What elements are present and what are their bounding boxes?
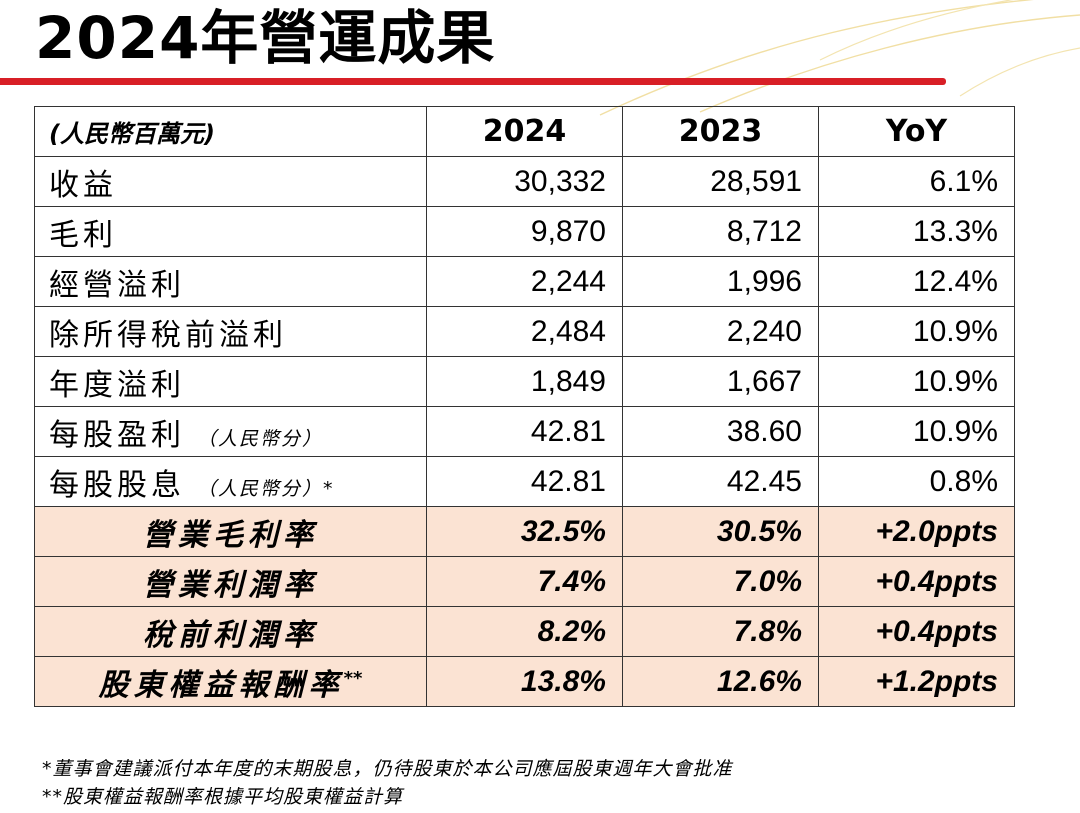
value-2023: 28,591	[622, 156, 819, 207]
ratio-label-text: 股東權益報酬率	[98, 667, 344, 703]
value-yoy: 10.9%	[818, 356, 1015, 407]
ratio-2024: 8.2%	[426, 606, 623, 657]
slide-title: 2024年營運成果	[35, 4, 496, 72]
footnote-marker: **	[343, 667, 363, 689]
yoy-header: YoY	[818, 106, 1015, 157]
unit-header: (人民幣百萬元)	[34, 106, 427, 157]
table-row: 經營溢利 2,244 1,996 12.4%	[34, 256, 1015, 307]
ratio-row: 營業毛利率 32.5% 30.5% +2.0ppts	[34, 506, 1015, 557]
row-label: 除所得稅前溢利	[34, 306, 427, 357]
year-2024-header: 2024	[426, 106, 623, 157]
ratio-label: 營業利潤率	[34, 556, 427, 607]
table-row: 年度溢利 1,849 1,667 10.9%	[34, 356, 1015, 407]
ratio-label: 股東權益報酬率**	[34, 656, 427, 707]
row-label: 收益	[34, 156, 427, 207]
value-yoy: 6.1%	[818, 156, 1015, 207]
value-yoy: 12.4%	[818, 256, 1015, 307]
ratio-label-text: 營業利潤率	[143, 567, 318, 603]
row-label-text: 每股盈利	[49, 417, 185, 453]
ratio-2023: 7.8%	[622, 606, 819, 657]
row-label-text: 每股股息	[49, 467, 185, 503]
row-label-text: 年度溢利	[49, 367, 185, 403]
value-2024: 2,484	[426, 306, 623, 357]
ratio-label-text: 稅前利潤率	[143, 617, 318, 653]
row-label-text: 除所得稅前溢利	[49, 317, 287, 353]
ratio-row: 股東權益報酬率** 13.8% 12.6% +1.2ppts	[34, 656, 1015, 707]
table-body: 收益 30,332 28,591 6.1% 毛利 9,870 8,712 13.3% 經營溢利 2…	[34, 156, 1015, 707]
value-2024: 2,244	[426, 256, 623, 307]
row-label: 毛利	[34, 206, 427, 257]
footnote-roe: **股東權益報酬率根據平均股東權益計算	[42, 786, 404, 808]
ratio-2024: 32.5%	[426, 506, 623, 557]
table-header-row: (人民幣百萬元) 2024 2023 YoY	[34, 106, 1015, 157]
row-label: 每股股息 （人民幣分）*	[34, 456, 427, 507]
ratio-yoy: +0.4ppts	[818, 606, 1015, 657]
table-row: 收益 30,332 28,591 6.1%	[34, 156, 1015, 207]
value-2023: 2,240	[622, 306, 819, 357]
value-2024: 1,849	[426, 356, 623, 407]
ratio-2023: 12.6%	[622, 656, 819, 707]
ratio-2024: 13.8%	[426, 656, 623, 707]
ratio-yoy: +1.2ppts	[818, 656, 1015, 707]
row-label-text: 毛利	[49, 217, 117, 253]
row-label-unit: （人民幣分）	[197, 427, 324, 450]
value-2024: 9,870	[426, 206, 623, 257]
ratio-yoy: +2.0ppts	[818, 506, 1015, 557]
value-yoy: 10.9%	[818, 406, 1015, 457]
ratio-label: 稅前利潤率	[34, 606, 427, 657]
footnotes: *董事會建議派付本年度的末期股息，仍待股東於本公司應屆股東週年大會批准 **股東…	[42, 755, 733, 811]
value-2023: 38.60	[622, 406, 819, 457]
ratio-row: 營業利潤率 7.4% 7.0% +0.4ppts	[34, 556, 1015, 607]
row-label-unit: （人民幣分）*	[197, 477, 335, 500]
title-underline-bar	[0, 78, 946, 85]
value-yoy: 0.8%	[818, 456, 1015, 507]
value-yoy: 10.9%	[818, 306, 1015, 357]
value-2024: 30,332	[426, 156, 623, 207]
value-2023: 42.45	[622, 456, 819, 507]
value-2023: 1,667	[622, 356, 819, 407]
ratio-yoy: +0.4ppts	[818, 556, 1015, 607]
table-row: 每股股息 （人民幣分）* 42.81 42.45 0.8%	[34, 456, 1015, 507]
ratio-2023: 30.5%	[622, 506, 819, 557]
row-label-text: 收益	[49, 167, 117, 203]
value-yoy: 13.3%	[818, 206, 1015, 257]
table-row: 毛利 9,870 8,712 13.3%	[34, 206, 1015, 257]
table-row: 每股盈利 （人民幣分） 42.81 38.60 10.9%	[34, 406, 1015, 457]
table-row: 除所得稅前溢利 2,484 2,240 10.9%	[34, 306, 1015, 357]
row-label: 每股盈利 （人民幣分）	[34, 406, 427, 457]
value-2023: 8,712	[622, 206, 819, 257]
row-label: 年度溢利	[34, 356, 427, 407]
ratio-2024: 7.4%	[426, 556, 623, 607]
value-2024: 42.81	[426, 456, 623, 507]
results-table: (人民幣百萬元) 2024 2023 YoY 收益 30,332 28,591 6.1…	[34, 106, 1015, 707]
value-2023: 1,996	[622, 256, 819, 307]
value-2024: 42.81	[426, 406, 623, 457]
ratio-label-text: 營業毛利率	[143, 517, 318, 553]
ratio-label: 營業毛利率	[34, 506, 427, 557]
ratio-2023: 7.0%	[622, 556, 819, 607]
row-label: 經營溢利	[34, 256, 427, 307]
footnote-dividend: *董事會建議派付本年度的末期股息，仍待股東於本公司應屆股東週年大會批准	[42, 758, 733, 780]
year-2023-header: 2023	[622, 106, 819, 157]
row-label-text: 經營溢利	[49, 267, 185, 303]
ratio-row: 稅前利潤率 8.2% 7.8% +0.4ppts	[34, 606, 1015, 657]
